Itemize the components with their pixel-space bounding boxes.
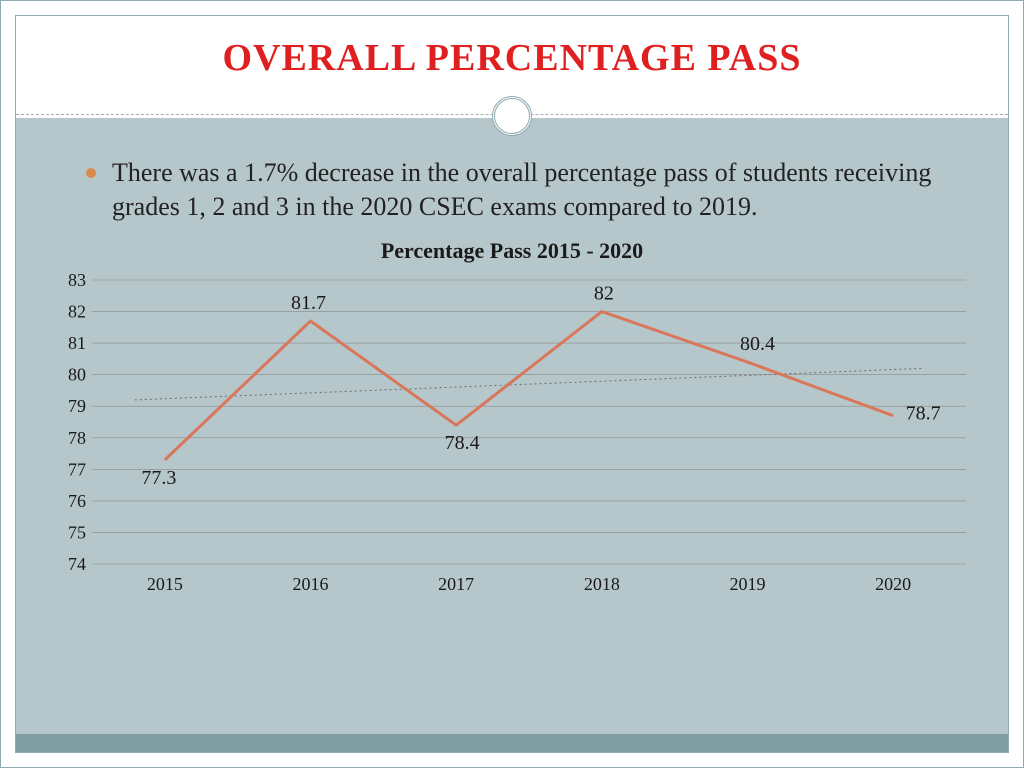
chart-svg: 74 75 76 77 78 79 80 81 82 83 2015 2016 2017 2018 2019…: [44, 268, 984, 598]
data-label: 77.3: [141, 466, 176, 488]
y-tick-label: 80: [68, 364, 86, 384]
data-label: 78.4: [445, 432, 480, 454]
inner-frame: OVERALL PERCENTAGE PASS There was a 1.7%…: [15, 15, 1009, 753]
footer-bar: [16, 734, 1008, 752]
data-label: 81.7: [291, 292, 326, 314]
y-tick-label: 83: [68, 270, 86, 290]
bullet-dot-icon: [86, 168, 96, 178]
y-tick-label: 79: [68, 396, 86, 416]
data-label: 80.4: [740, 333, 775, 355]
data-label: 82: [594, 282, 614, 304]
y-tick-label: 78: [68, 427, 86, 447]
y-tick-label: 75: [68, 522, 86, 542]
bullet-text: There was a 1.7% decrease in the overall…: [112, 158, 931, 221]
x-tick-label: 2017: [438, 574, 474, 594]
x-tick-label: 2019: [730, 574, 766, 594]
y-tick-label: 74: [68, 554, 86, 574]
x-tick-label: 2016: [293, 574, 329, 594]
x-tick-label: 2015: [147, 574, 183, 594]
title-region: OVERALL PERCENTAGE PASS: [16, 16, 1008, 94]
y-tick-label: 76: [68, 490, 86, 510]
slide: OVERALL PERCENTAGE PASS There was a 1.7%…: [0, 0, 1024, 768]
y-tick-label: 82: [68, 301, 86, 321]
chart-title: Percentage Pass 2015 - 2020: [16, 238, 1008, 264]
body-region: There was a 1.7% decrease in the overall…: [16, 118, 1008, 752]
y-tick-label: 77: [68, 459, 86, 479]
circle-ornament-icon: [492, 96, 532, 136]
bullet-item: There was a 1.7% decrease in the overall…: [86, 156, 958, 224]
line-chart: 74 75 76 77 78 79 80 81 82 83 2015 2016 2017 2018 2019…: [44, 268, 980, 598]
x-tick-label: 2020: [875, 574, 911, 594]
page-title: OVERALL PERCENTAGE PASS: [16, 36, 1008, 80]
data-label: 78.7: [906, 402, 941, 424]
y-tick-label: 81: [68, 333, 86, 353]
x-tick-label: 2018: [584, 574, 620, 594]
